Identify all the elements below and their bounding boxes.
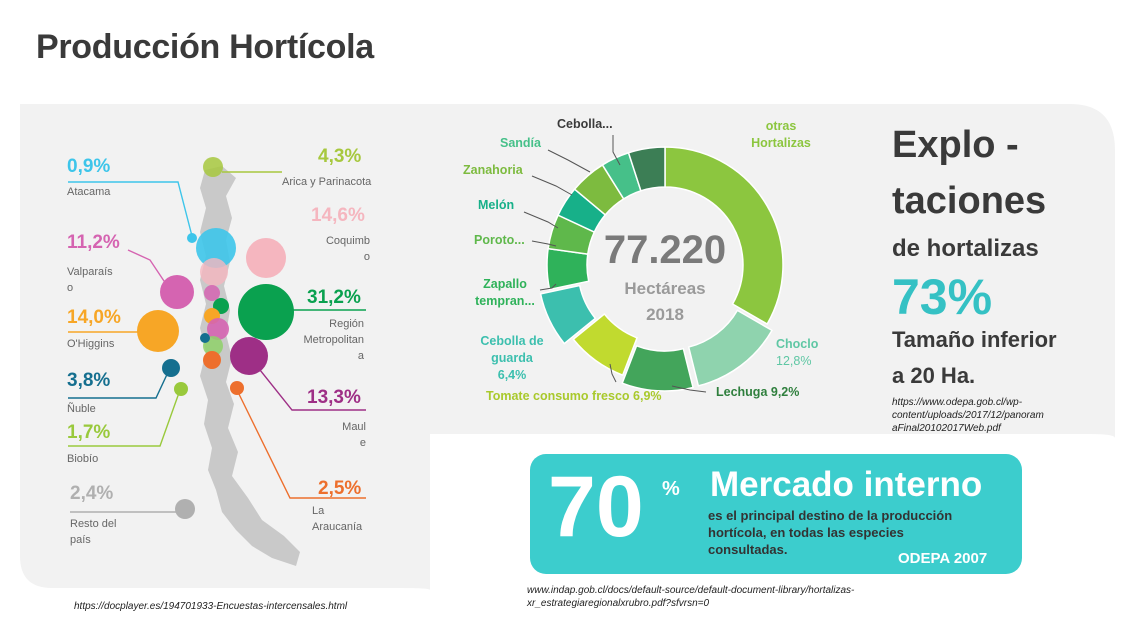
region-name-coquimbo: Coquimb o: [325, 235, 370, 263]
market-percent-sign: %: [662, 478, 680, 500]
donut-slice-3: [572, 313, 639, 377]
donut-center-value: 77.220: [603, 228, 727, 272]
donut-label-zapallo: Zapallo tempran...: [475, 277, 535, 308]
region-pct-arica: 4,3%: [318, 146, 362, 167]
donut-label-cebolla-guarda: Cebolla de guarda 6,4%: [480, 334, 544, 382]
region-name-ohiggins: O'Higgins: [67, 338, 115, 350]
region-pct-nuble: 3,8%: [67, 370, 111, 391]
explo-line5: a 20 Ha.: [892, 363, 976, 388]
region-pct-atacama: 0,9%: [67, 156, 111, 177]
region-pct-metropolitana: 31,2%: [307, 287, 361, 308]
explo-line4: Tamaño inferior: [892, 327, 1057, 352]
donut-center-year: 2018: [646, 305, 684, 324]
donut-label-tomate: Tomate consumo fresco 6,9%: [486, 389, 662, 403]
donut-slice-0: [664, 146, 784, 326]
donut-slice-2: [621, 344, 694, 392]
map-panel: [20, 104, 1115, 590]
explo-line2: taciones: [892, 180, 1047, 222]
market-title: Mercado interno: [710, 465, 983, 504]
market-big-number: 70: [548, 459, 644, 555]
region-pct-resto: 2,4%: [70, 483, 114, 504]
region-name-resto: Resto del país: [70, 518, 117, 546]
explo-source-link[interactable]: https://www.odepa.gob.cl/wp-content/uplo…: [892, 397, 1044, 434]
donut-label-sandia: Sandía: [500, 136, 541, 150]
region-pct-coquimbo: 14,6%: [311, 205, 365, 226]
region-name-valparaiso: Valparaís o: [67, 266, 113, 294]
market-box: [530, 454, 1022, 574]
region-name-araucania: La Araucanía: [312, 505, 363, 533]
explo-line1: Explo -: [892, 124, 1019, 166]
market-source-org: ODEPA 2007: [898, 550, 988, 567]
region-pct-maule: 13,3%: [307, 387, 361, 408]
region-bubbles: [137, 157, 294, 519]
region-name-biobio: Biobío: [67, 453, 99, 465]
donut-label-cebolla: Cebolla...: [557, 117, 613, 131]
explo-line3: de hortalizas: [892, 235, 1039, 262]
donut-label-lechuga: Lechuga 9,2%: [716, 385, 800, 399]
donut-chart: [539, 146, 784, 392]
donut-center-unit: Hectáreas: [624, 279, 706, 298]
region-pct-valparaiso: 11,2%: [67, 232, 120, 253]
region-pct-araucania: 2,5%: [318, 478, 362, 499]
bottom-source-link[interactable]: www.indap.gob.cl/docs/default-source/def…: [527, 585, 855, 609]
left-source-link[interactable]: https://docplayer.es/194701933-Encuestas…: [74, 601, 348, 612]
donut-label-otras: otras Hortalizas: [751, 119, 811, 150]
region-name-nuble: Ñuble: [67, 403, 96, 415]
donut-label-zanahoria: Zanahoria: [463, 163, 523, 177]
donut-slice-10: [627, 146, 666, 192]
donut-label-melon: Melón: [478, 198, 515, 212]
region-pct-biobio: 1,7%: [67, 422, 111, 443]
donut-label-choclo: Choclo 12,8%: [776, 337, 819, 368]
map-panel-corner: [20, 104, 80, 164]
region-name-arica: Arica y Parinacota: [282, 176, 372, 188]
region-pct-ohiggins: 14,0%: [67, 307, 121, 328]
donut-slice-1: [687, 309, 774, 387]
donut-hole: [588, 188, 742, 342]
donut-slice-4: [539, 284, 597, 345]
market-description: es el principal destino de la producción…: [708, 508, 953, 557]
donut-label-poroto: Poroto...: [474, 233, 525, 247]
explo-pct: 73%: [892, 269, 993, 325]
page-title: Producción Hortícola: [36, 28, 374, 66]
region-name-metropolitana: Región Metropolitan a: [303, 318, 364, 362]
region-name-atacama: Atacama: [67, 186, 111, 198]
region-name-maule: Maul e: [342, 421, 366, 449]
donut-leaders: [523, 135, 707, 393]
